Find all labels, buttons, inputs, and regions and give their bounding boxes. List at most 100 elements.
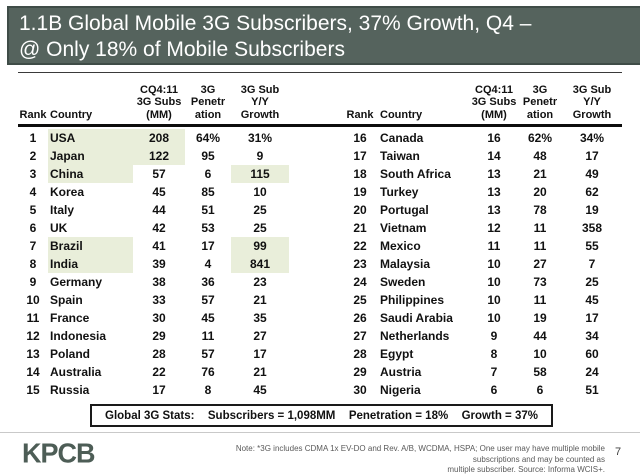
table-cell: Turkey [380, 185, 419, 199]
table-cell: 55 [585, 239, 599, 253]
table-cell: 10 [487, 257, 501, 271]
table-cell: 35 [253, 311, 267, 325]
table-cell: 39 [152, 257, 166, 271]
table-cell: 13 [487, 167, 501, 181]
table-cell: 11 [533, 221, 547, 235]
table-cell: 12 [26, 329, 40, 343]
table-cell: 21 [253, 365, 267, 379]
table-cell: 38 [152, 275, 166, 289]
table-cell [289, 309, 342, 327]
table-cell: 13 [487, 185, 501, 199]
table-cell: 27 [533, 257, 547, 271]
table-cell: 45 [253, 383, 267, 397]
table-cell: 17 [201, 239, 215, 253]
table-cell: 42 [152, 221, 166, 235]
table-cell: 22 [353, 239, 367, 253]
table-cell: 20 [533, 185, 547, 199]
table-cell: South Africa [380, 167, 451, 181]
table-cell: UK [50, 221, 68, 235]
page-number: 7 [615, 446, 622, 458]
table-cell: 841 [231, 255, 289, 273]
table-cell: 31% [247, 131, 273, 145]
table-cell: 44 [152, 203, 166, 217]
table-cell: Egypt [380, 347, 414, 361]
table-cell: 21 [353, 221, 367, 235]
table-cell: Netherlands [380, 329, 450, 343]
table-cell: 73 [533, 275, 547, 289]
table-cell: 41 [152, 239, 166, 253]
table-cell: 45 [152, 185, 166, 199]
table-cell: 25 [585, 275, 599, 289]
table-cell: 11 [487, 239, 501, 253]
table-cell: 10 [26, 293, 40, 307]
table-cell: 21 [533, 167, 547, 181]
table-cell: 19 [353, 185, 367, 199]
table-cell: 45 [585, 293, 599, 307]
slide-title-line1: 1.1B Global Mobile 3G Subscribers, 37% G… [19, 12, 532, 35]
table-cell: 11 [533, 239, 547, 253]
table-cell: Korea [50, 185, 85, 199]
table-cell: 6 [29, 221, 37, 235]
table-cell: Indonesia [50, 329, 107, 343]
col-header-growth-left: 3G Sub Y/Y Growth [240, 83, 280, 121]
table-cell: 9 [29, 275, 37, 289]
table-cell: Austria [380, 365, 422, 379]
table-cell: Australia [50, 365, 102, 379]
table-cell: 30 [353, 383, 367, 397]
table-cell: 57 [152, 167, 166, 181]
table-cell: 7 [588, 257, 596, 271]
table-cell: Taiwan [380, 149, 420, 163]
table-cell: 12 [487, 221, 501, 235]
table-cell: 24 [353, 275, 367, 289]
table-cell: 23 [353, 257, 367, 271]
table-cell [289, 345, 342, 363]
slide-title: 1.1B Global Mobile 3G Subscribers, 37% G… [7, 6, 640, 65]
table-cell: Nigeria [380, 383, 421, 397]
table-cell: 16 [487, 131, 501, 145]
table-cell: 34% [579, 131, 605, 145]
table-cell [289, 219, 342, 237]
table-cell: 122 [133, 147, 185, 165]
table-cell: 95 [201, 149, 215, 163]
table-gap [289, 121, 342, 122]
table-cell: China [48, 165, 133, 183]
table-cell: 27 [353, 329, 367, 343]
table-cell: 18 [353, 167, 367, 181]
table-cell [289, 129, 342, 147]
table-cell: 57 [201, 293, 215, 307]
stats-penetration: Penetration = 18% [348, 409, 449, 422]
col-header-rank-left: Rank [19, 108, 47, 121]
table-cell: 27 [253, 329, 267, 343]
table-cell: 16 [353, 131, 367, 145]
table-cell: Sweden [380, 275, 426, 289]
table-cell: 8 [490, 347, 498, 361]
table-cell: 60 [585, 347, 599, 361]
table-cell: 14 [26, 365, 40, 379]
table-cell [289, 363, 342, 381]
kpcb-logo: KPCB [22, 438, 96, 469]
table-cell: 17 [353, 149, 367, 163]
table-cell: 58 [533, 365, 547, 379]
table-cell [289, 291, 342, 309]
table-cell: Vietnam [380, 221, 427, 235]
table-cell: 13 [487, 203, 501, 217]
table-cell: India [48, 255, 133, 273]
global-stats-bar: Global 3G Stats: Subscribers = 1,098MM P… [90, 404, 553, 427]
table-cell: 7 [490, 365, 498, 379]
table-cell: 49 [585, 167, 599, 181]
table-header: Rank Country CQ4:11 3G Subs (MM) 3G Pene… [18, 72, 622, 127]
table-cell: 33 [152, 293, 166, 307]
table-cell: 4 [204, 257, 212, 271]
footer-divider [0, 432, 640, 433]
table-cell: 1 [29, 131, 37, 145]
table-cell: 2 [29, 149, 37, 163]
table-cell: 29 [353, 365, 367, 379]
table-cell: Germany [50, 275, 103, 289]
table-cell: 6 [536, 383, 544, 397]
table-cell: 85 [201, 185, 215, 199]
table-cell: 10 [533, 347, 547, 361]
table-cell: Philippines [380, 293, 445, 307]
col-header-penetration-left: 3G Penetr ation [190, 83, 226, 121]
table-cell: 62% [527, 131, 553, 145]
